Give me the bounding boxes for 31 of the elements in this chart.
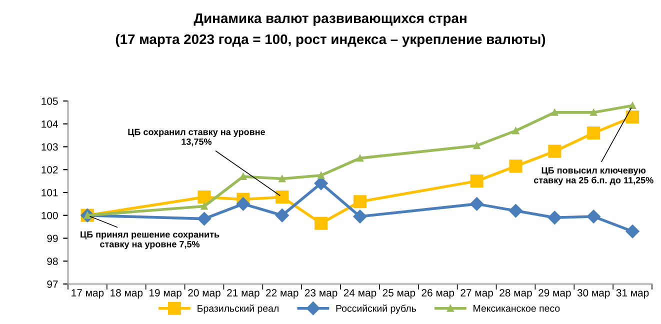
x-tick-label: 21 мар — [227, 289, 260, 299]
y-tick-label: 104 — [42, 120, 58, 128]
annotation: ЦБ принял решение сохранить ставку на уровне 7,5% — [80, 231, 220, 250]
x-tick-label: 25 мар — [382, 289, 416, 299]
y-tick-label: 97 — [47, 280, 58, 288]
x-tick-label: 31 мар — [616, 289, 649, 299]
x-tick-label: 22 мар — [266, 289, 298, 299]
x-tick-label: 19 мар — [150, 289, 182, 299]
x-tick-label: 18 мар — [110, 289, 143, 299]
x-tick-label: 26 мар — [422, 289, 454, 299]
annotation: ЦБ повысил ключевую ставку на 25 б.п. до 11,25% — [534, 167, 654, 186]
y-tick-label: 105 — [42, 98, 58, 105]
y-tick-label: 99 — [47, 234, 58, 242]
y-tick-label: 102 — [42, 166, 58, 174]
x-tick-label: 30 мар — [577, 289, 610, 299]
y-tick-label: 98 — [47, 258, 58, 265]
legend-label: Мексиканское песо — [474, 305, 560, 312]
x-tick-label: 27 мар — [460, 289, 493, 299]
x-tick-label: 20 мар — [188, 289, 220, 299]
annotation: ЦБ сохранил ставку на уровне 13,75% — [128, 128, 266, 146]
y-tick-label: 100 — [42, 212, 58, 220]
y-tick-label: 103 — [42, 143, 58, 151]
x-tick-label: 28 мар — [500, 289, 532, 299]
x-tick-label: 23 мар — [304, 289, 338, 299]
legend-label: Бразильский реал — [198, 304, 278, 314]
chart-title: Динамика валют развивающихся стран (17 марта 2023 года = 100, рост индекса – укрепление валюты) — [116, 13, 546, 47]
x-tick-label: 24 мар — [344, 289, 376, 299]
legend-label: Российский рубль — [336, 304, 416, 314]
x-tick-label: 17 мар — [72, 289, 104, 299]
y-tick-label: 101 — [42, 189, 58, 196]
x-tick-label: 29 мар — [538, 289, 571, 299]
